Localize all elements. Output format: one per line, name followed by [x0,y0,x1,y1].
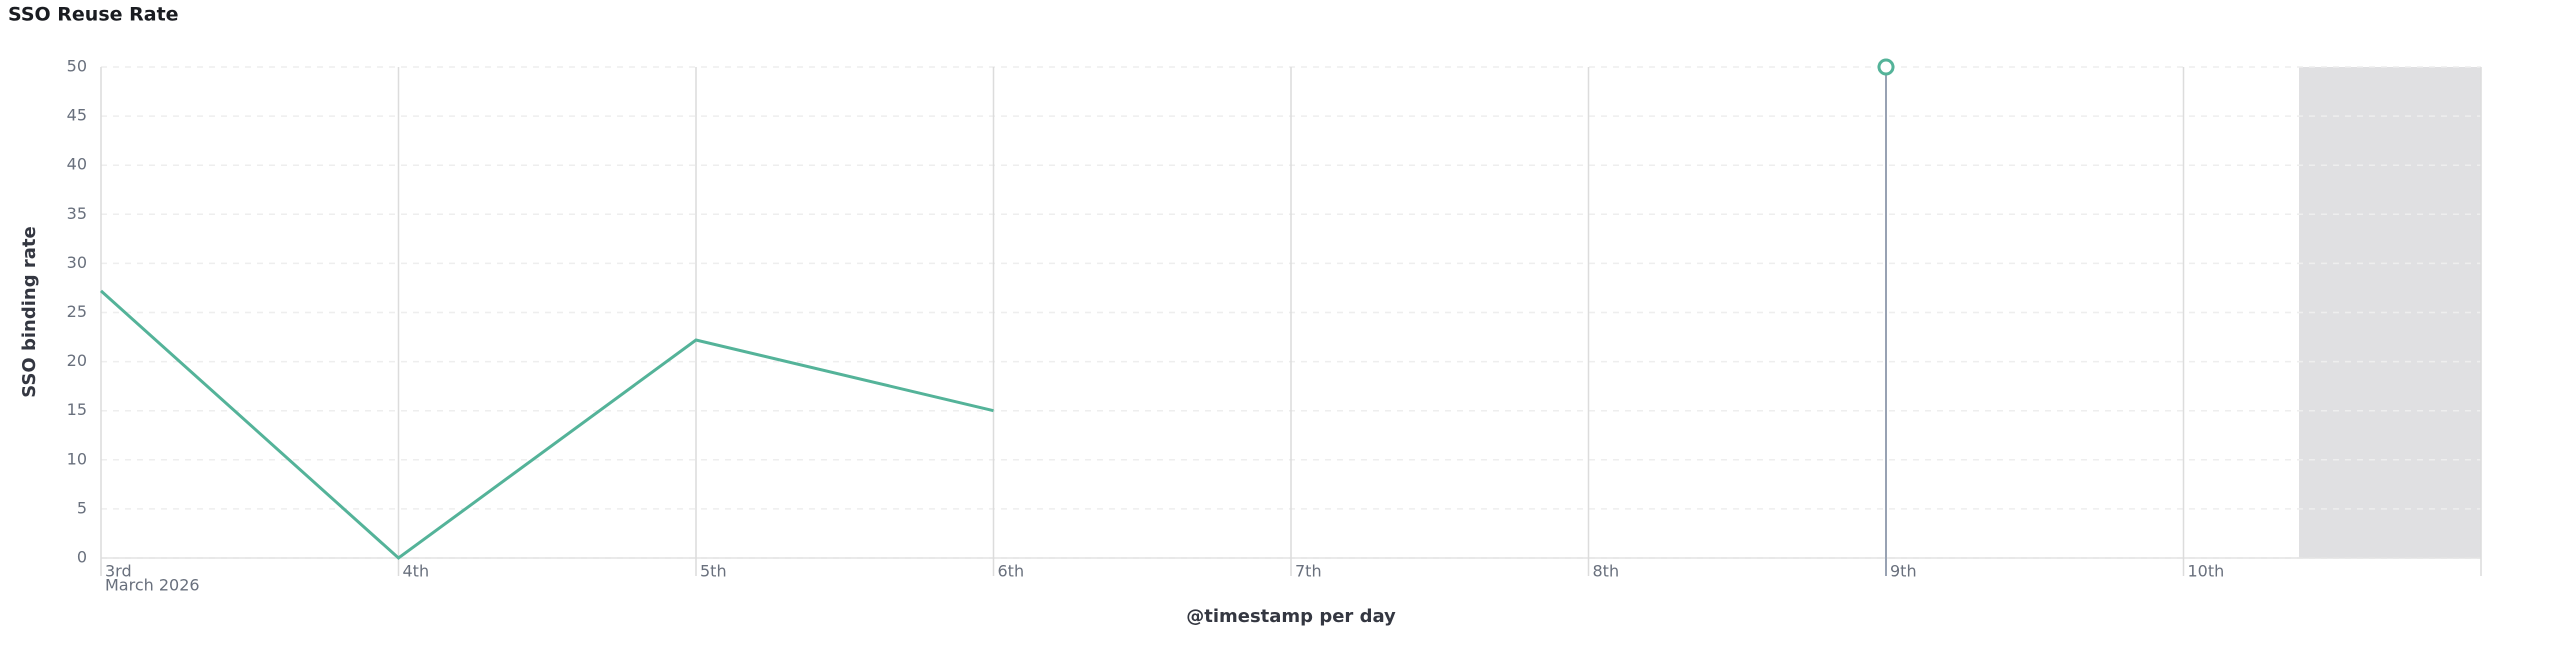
y-tick-label: 10 [67,449,87,468]
x-tick-label: 5th [700,562,727,581]
y-tick-label: 25 [67,302,87,321]
y-axis-title: SSO binding rate [19,226,40,397]
y-tick-label: 45 [67,106,87,125]
y-tick-label: 30 [67,253,87,272]
partial-bucket [2299,67,2481,558]
x-tick-label: 4th [403,562,430,581]
isolated-point [1877,58,1895,76]
y-tick-label: 20 [67,351,87,370]
x-tick-label: 10th [2188,562,2225,581]
x-tick-label: 6th [998,562,1025,581]
x-tick-label: 3rd [105,562,132,581]
y-tick-label: 15 [67,400,87,419]
x-axis-sublabel: March 2026 [105,576,200,595]
x-tick-label: 7th [1295,562,1322,581]
x-tick-label: 8th [1593,562,1620,581]
y-tick-label: 50 [67,57,87,76]
chart-title: SSO Reuse Rate [8,4,179,26]
y-tick-label: 5 [77,498,87,517]
x-tick-label: 9th [1890,562,1917,581]
y-tick-label: 40 [67,155,87,174]
y-tick-label: 35 [67,204,87,223]
y-tick-label: 0 [77,548,87,567]
x-axis-title: @timestamp per day [1186,606,1396,627]
